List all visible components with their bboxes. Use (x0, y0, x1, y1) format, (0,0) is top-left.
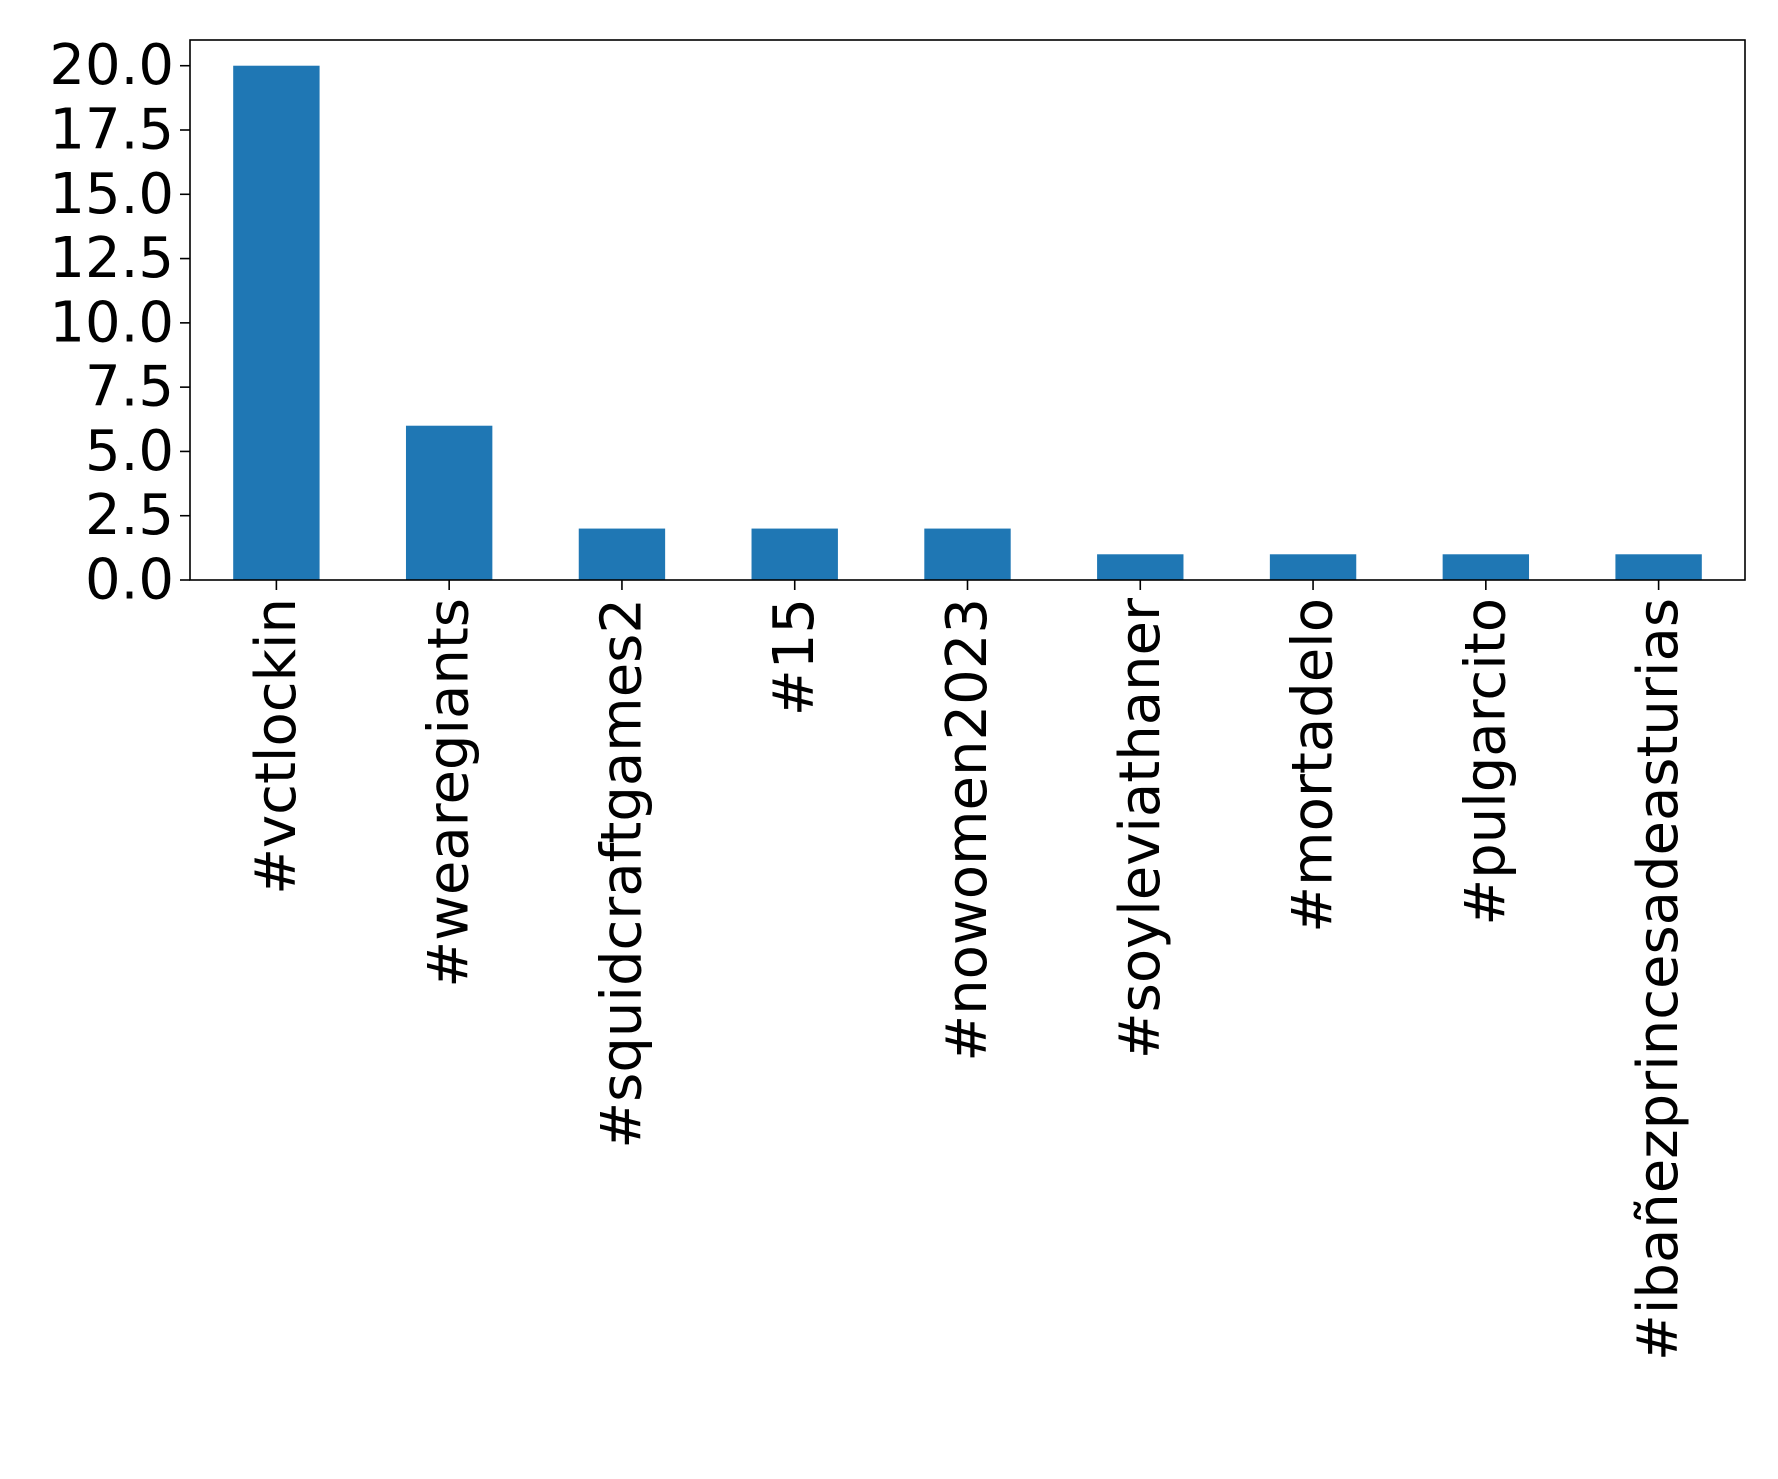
x-tick-label-5: #soyleviathaner (1108, 597, 1173, 1059)
y-tick-label-0: 0.0 (85, 548, 174, 613)
bar-2 (578, 528, 666, 580)
x-tick-label-4: #nowomen2023 (935, 598, 1000, 1062)
bar-0 (233, 65, 320, 580)
bar-5 (1097, 554, 1184, 580)
bar-7 (1442, 554, 1530, 580)
y-tick-label-4: 10.0 (49, 290, 174, 355)
x-tick-label-1: #wearegiants (417, 598, 482, 988)
y-tick-label-6: 15.0 (49, 162, 174, 227)
y-axis: 0.02.55.07.510.012.515.017.520.0 (49, 33, 190, 613)
bar-6 (1269, 554, 1357, 580)
bar-8 (1615, 554, 1702, 580)
y-tick-label-7: 17.5 (49, 98, 174, 163)
y-tick-label-5: 12.5 (49, 226, 174, 291)
x-tick-label-0: #vctlockin (244, 598, 309, 895)
bar-1 (405, 425, 493, 580)
x-tick-label-8: #ibañezprincesadeasturias (1626, 598, 1691, 1361)
bar-4 (924, 528, 1011, 580)
bars-layer (233, 65, 1702, 580)
x-tick-label-7: #pulgarcito (1453, 598, 1518, 926)
y-tick-label-2: 5.0 (85, 419, 174, 484)
x-tick-label-3: #15 (762, 598, 827, 716)
x-axis: #vctlockin #wearegiants #squidcraftgames2 #… (244, 580, 1691, 1361)
y-tick-label-3: 7.5 (85, 355, 174, 420)
x-tick-label-2: #squidcraftgames2 (589, 598, 654, 1149)
y-tick-label-8: 20.0 (49, 33, 174, 98)
bar-3 (751, 528, 838, 580)
x-tick-label-6: #mortadelo (1281, 598, 1346, 933)
plot-frame (189, 39, 1746, 581)
y-tick-label-1: 2.5 (85, 483, 174, 548)
